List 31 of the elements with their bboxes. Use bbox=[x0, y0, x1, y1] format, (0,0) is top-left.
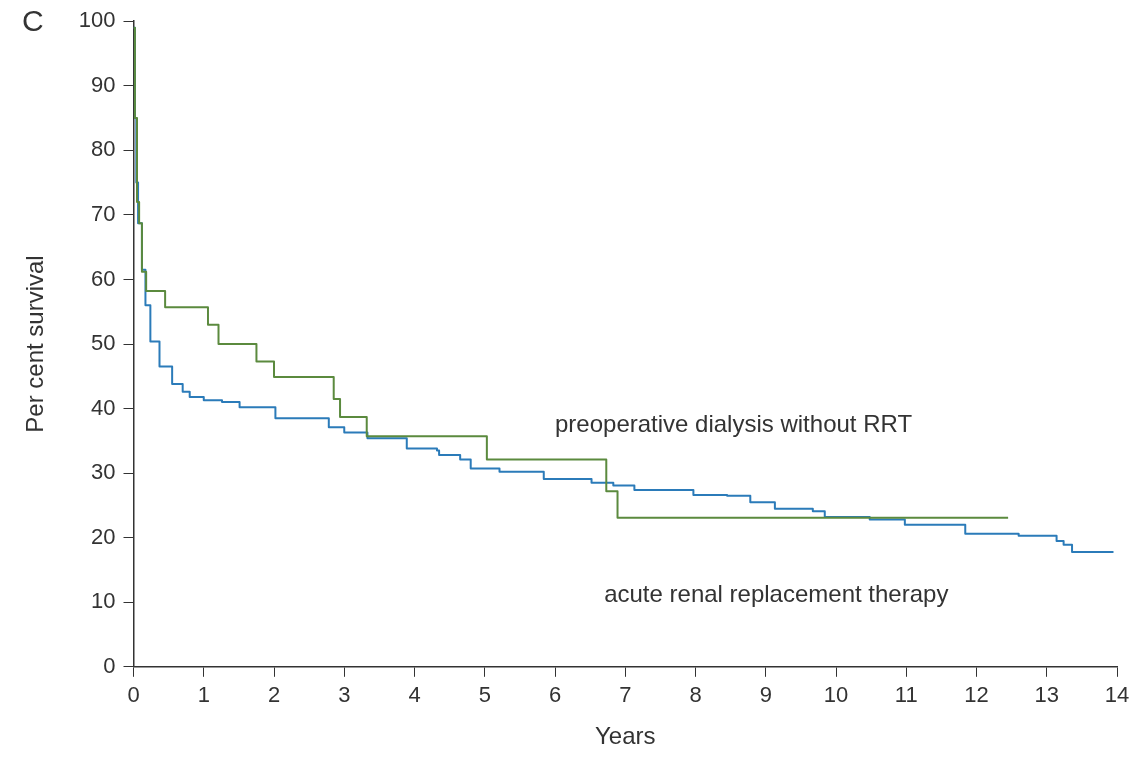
x-tick-label: 13 bbox=[1034, 682, 1059, 708]
text: acute renal replacement therapy bbox=[604, 580, 949, 608]
x-tick-label: 5 bbox=[478, 682, 491, 708]
x-tick-label: 8 bbox=[689, 682, 702, 708]
x-tick-label: 14 bbox=[1104, 682, 1130, 708]
y-tick-label: 0 bbox=[103, 652, 116, 678]
x-tick-label: 11 bbox=[894, 682, 918, 708]
text: C bbox=[22, 4, 44, 38]
y-tick-label: 100 bbox=[78, 7, 116, 33]
series-label: preoperative dialysis without RRT bbox=[555, 409, 913, 437]
y-tick-label: 20 bbox=[91, 523, 116, 549]
x-tick-label: 10 bbox=[823, 682, 849, 708]
x-tick-label: 9 bbox=[759, 682, 772, 708]
y-tick-label: 90 bbox=[91, 71, 116, 97]
x-axis-title: Years bbox=[595, 722, 656, 750]
x-tick-label: 1 bbox=[197, 682, 210, 708]
x-tick-label: 2 bbox=[267, 682, 281, 708]
y-tick-label: 60 bbox=[91, 265, 116, 291]
x-tick-label: 3 bbox=[338, 682, 351, 708]
y-tick-label: 50 bbox=[91, 330, 116, 356]
y-tick-label: 80 bbox=[91, 136, 116, 162]
x-tick-label: 4 bbox=[408, 682, 421, 708]
y-tick-label: 70 bbox=[91, 200, 116, 226]
y-tick-label: 10 bbox=[91, 588, 116, 614]
x-tick-label: 0 bbox=[127, 682, 140, 708]
y-tick-label: 30 bbox=[91, 459, 116, 485]
x-tick-label: 6 bbox=[548, 682, 562, 708]
x-tick-label: 12 bbox=[964, 682, 989, 708]
y-axis-title: Per cent survival bbox=[21, 255, 49, 433]
y-tick-label: 40 bbox=[91, 394, 116, 420]
x-tick-label: 7 bbox=[619, 682, 632, 708]
